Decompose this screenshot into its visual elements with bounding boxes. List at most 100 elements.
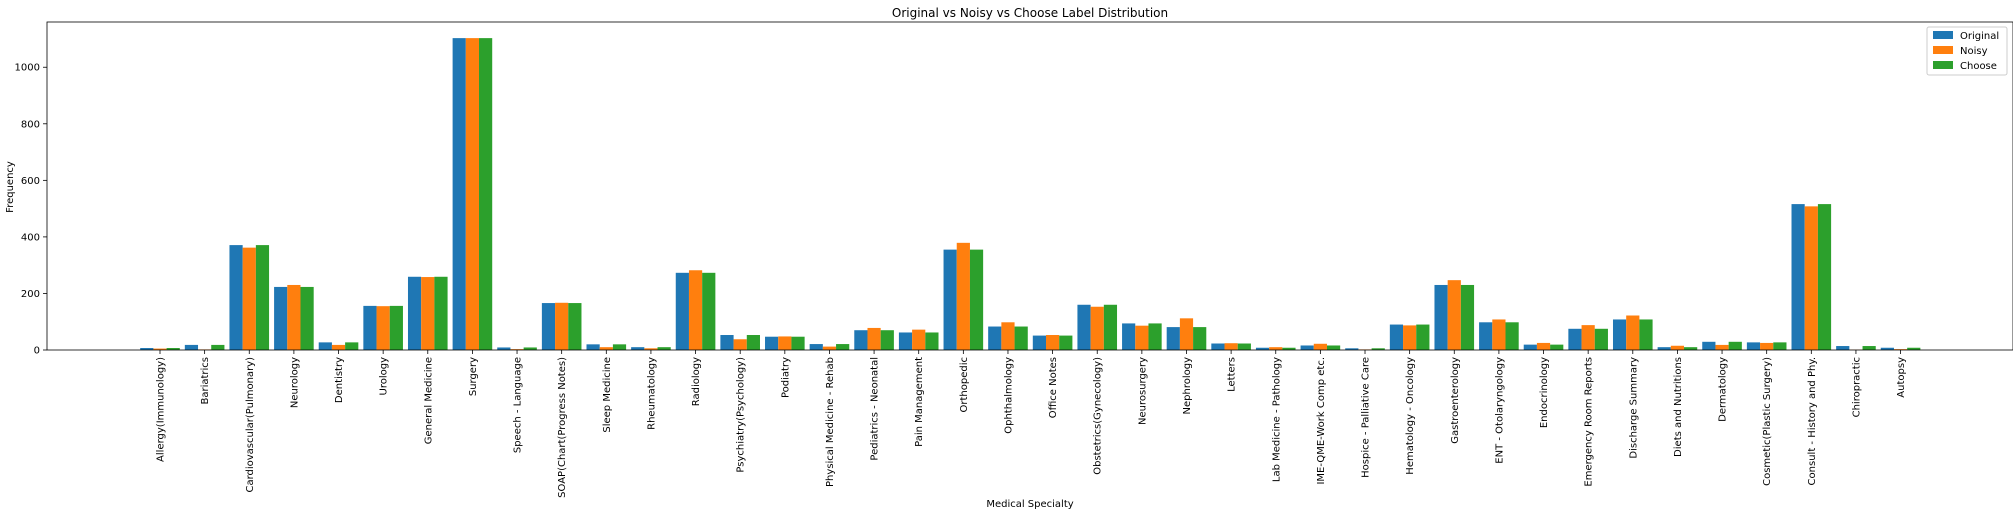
bar-noisy-20	[1046, 335, 1060, 350]
y-tick-label-2: 400	[21, 232, 40, 243]
bar-choose-16	[880, 330, 894, 350]
x-tick-label-22: Neurosurgery	[1137, 357, 1148, 425]
bar-choose-15	[836, 344, 850, 350]
bar-original-31	[1523, 344, 1537, 350]
bar-original-11	[631, 347, 645, 350]
x-tick-label-34: Diets and Nutritions	[1673, 357, 1684, 457]
plot-frame	[46, 21, 2013, 351]
x-tick-label-23: Nephrology	[1182, 357, 1193, 415]
bar-noisy-8	[510, 349, 524, 350]
x-tick-label-3: Neurology	[289, 357, 300, 408]
bar-choose-33	[1639, 319, 1653, 350]
bar-choose-30	[1505, 322, 1519, 350]
bar-original-13	[720, 335, 734, 350]
bar-original-1	[184, 344, 199, 350]
bar-group	[140, 38, 1921, 351]
bar-choose-4	[345, 342, 359, 350]
x-tick-label-18: Orthopedic	[959, 357, 970, 412]
bar-choose-28	[1416, 324, 1430, 350]
y-axis-label: Frequency	[5, 161, 16, 213]
bar-choose-35	[1728, 341, 1742, 350]
x-tick-label-14: Podiatry	[780, 357, 791, 398]
y-ticks: 0 200 400 600 800 1000	[15, 63, 47, 357]
bar-noisy-32	[1581, 325, 1595, 350]
bar-original-7	[452, 38, 466, 351]
bar-original-25	[1255, 347, 1270, 350]
x-tick-label-19: Ophthalmology	[1003, 357, 1014, 434]
bar-noisy-7	[465, 38, 480, 351]
bar-noisy-28	[1403, 325, 1417, 350]
x-tick-label-31: Endocrinology	[1539, 357, 1550, 428]
x-tick-label-27: Hospice - Palliative Care	[1361, 357, 1372, 478]
bar-choose-3	[300, 286, 314, 350]
bar-choose-31	[1550, 344, 1564, 350]
bar-original-38	[1836, 346, 1850, 350]
bar-noisy-6	[421, 277, 435, 350]
legend-label-original: Original	[1960, 31, 1999, 42]
bar-noisy-36	[1760, 342, 1774, 350]
x-axis-label: Medical Specialty	[986, 499, 1073, 510]
bar-noisy-19	[1001, 322, 1015, 350]
bar-choose-29	[1460, 284, 1475, 350]
bar-noisy-34	[1670, 345, 1685, 350]
bar-original-36	[1746, 342, 1761, 350]
x-tick-label-15: Physical Medicine - Rehab	[825, 357, 836, 487]
x-tick-label-11: Rheumatology	[646, 357, 657, 430]
bar-original-27	[1345, 348, 1359, 350]
bar-original-8	[497, 347, 511, 350]
bar-choose-26	[1326, 345, 1341, 350]
bar-noisy-29	[1447, 280, 1461, 350]
bar-noisy-22	[1135, 325, 1149, 350]
legend-swatch-noisy	[1933, 46, 1953, 54]
x-tick-label-35: Dermatology	[1718, 357, 1729, 422]
x-tick-label-13: Psychiatry(Psychology)	[736, 357, 747, 473]
bar-noisy-24	[1224, 343, 1238, 350]
bar-choose-19	[1014, 326, 1028, 350]
x-ticks: Allergy(Immunology) Bariatrics Cardiovascu…	[156, 350, 1907, 498]
bar-choose-9	[568, 303, 582, 350]
bar-noisy-21	[1090, 306, 1104, 350]
x-tick-label-9: SOAP(Chart(Progress Notes)	[557, 357, 568, 498]
bar-choose-20	[1059, 335, 1073, 350]
y-tick-label-1: 200	[21, 289, 40, 300]
bar-choose-14	[791, 336, 805, 350]
x-tick-label-16: Pediatrics - Neonatal	[870, 357, 881, 461]
bar-original-39	[1880, 347, 1894, 350]
x-tick-label-12: Radiology	[691, 357, 702, 406]
bar-original-2	[229, 245, 243, 350]
bar-noisy-10	[599, 347, 613, 350]
bar-original-28	[1389, 324, 1404, 350]
bar-original-17	[898, 332, 913, 350]
bar-choose-34	[1684, 347, 1698, 350]
bar-choose-0	[166, 348, 180, 350]
x-tick-label-2: Cardiovascular(Pulmonary)	[245, 357, 256, 493]
bar-original-18	[943, 249, 957, 350]
bar-original-35	[1702, 341, 1716, 350]
y-tick-label-4: 800	[21, 119, 40, 130]
bar-choose-21	[1103, 304, 1118, 350]
bar-noisy-3	[287, 284, 301, 350]
y-tick-label-0: 0	[34, 346, 40, 357]
bar-choose-2	[255, 245, 270, 350]
x-tick-label-36: Cosmetic(Plastic Surgery)	[1762, 357, 1773, 486]
x-tick-label-39: Autopsy	[1896, 357, 1907, 398]
bar-choose-11	[657, 347, 671, 350]
bar-choose-32	[1594, 328, 1608, 350]
x-tick-label-21: Obstetrics(Gynecology)	[1093, 357, 1104, 475]
bar-noisy-14	[778, 336, 792, 350]
bar-choose-23	[1193, 327, 1207, 350]
x-tick-label-0: Allergy(Immunology)	[156, 357, 167, 462]
bar-choose-24	[1237, 343, 1251, 350]
bar-original-0	[140, 348, 154, 350]
bar-original-23	[1166, 327, 1180, 350]
legend-swatch-original	[1933, 31, 1953, 39]
x-tick-label-33: Discharge Summary	[1628, 357, 1639, 459]
x-tick-label-24: Letters	[1227, 357, 1238, 392]
bar-choose-38	[1862, 346, 1876, 350]
bar-noisy-13	[733, 339, 747, 350]
x-tick-label-25: Lab Medicine - Pathology	[1271, 357, 1282, 482]
bar-original-16	[854, 330, 868, 350]
bar-original-6	[407, 276, 422, 350]
bar-choose-39	[1907, 347, 1921, 350]
